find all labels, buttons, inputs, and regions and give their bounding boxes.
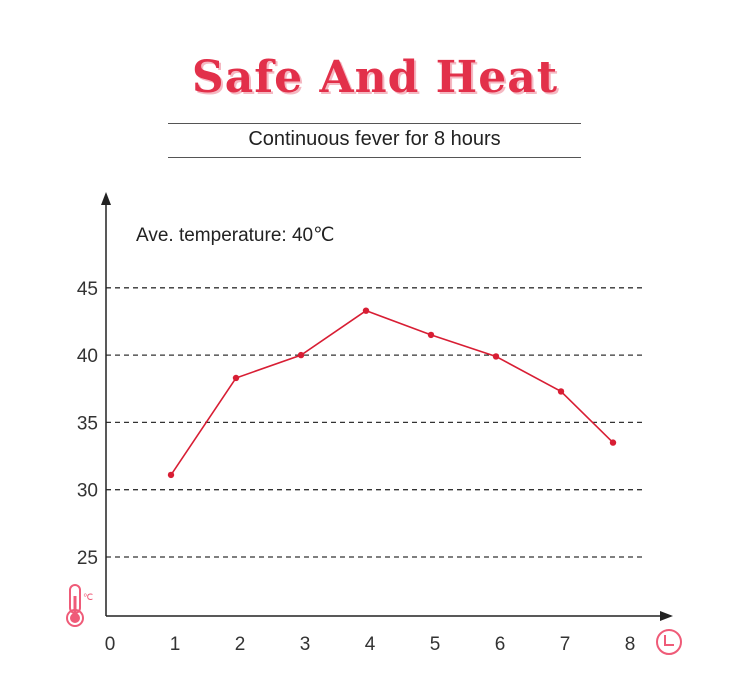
x-tick-label: 4: [365, 634, 376, 655]
x-axis-arrow: [660, 611, 673, 621]
data-point: [167, 471, 175, 479]
data-point: [557, 388, 565, 395]
data-point: [297, 351, 305, 359]
x-tick-label: 3: [300, 634, 311, 655]
x-tick-label: 5: [430, 634, 441, 655]
data-points: [167, 307, 617, 479]
avg-temperature-annotation: Ave. temperature: 40℃: [136, 225, 334, 246]
thermometer-icon: ℃: [66, 584, 93, 627]
x-tick-label: 2: [235, 634, 246, 655]
y-tick-label: 40: [77, 346, 98, 367]
clock-icon: [656, 629, 682, 655]
y-tick-label: 45: [77, 279, 98, 300]
data-point: [492, 353, 500, 360]
x-tick-label: 0: [105, 634, 116, 655]
subtitle-box: Continuous fever for 8 hours: [168, 123, 581, 158]
grid-lines: [106, 287, 643, 558]
axes: [101, 192, 673, 621]
x-tick-label: 1: [170, 634, 181, 655]
x-tick-label: 6: [495, 634, 506, 655]
x-tick-label: 8: [625, 634, 636, 655]
series-line: [170, 309, 614, 476]
data-point: [362, 307, 370, 314]
y-tick-labels: 25 30 35 40 45: [77, 279, 98, 569]
celsius-label: ℃: [83, 592, 93, 602]
y-axis-arrow: [101, 192, 111, 205]
chart-title: Safe And Heat: [191, 52, 559, 103]
data-point: [232, 374, 240, 382]
x-tick-labels: 0 1 2 3 4 5 6 7 8: [105, 634, 636, 655]
data-point: [427, 331, 435, 339]
y-tick-label: 30: [77, 481, 98, 502]
chart-subtitle: Continuous fever for 8 hours: [248, 128, 501, 150]
y-tick-label: 35: [77, 413, 98, 434]
y-tick-label: 25: [77, 548, 98, 569]
x-tick-label: 7: [560, 634, 571, 655]
data-point: [609, 439, 617, 446]
